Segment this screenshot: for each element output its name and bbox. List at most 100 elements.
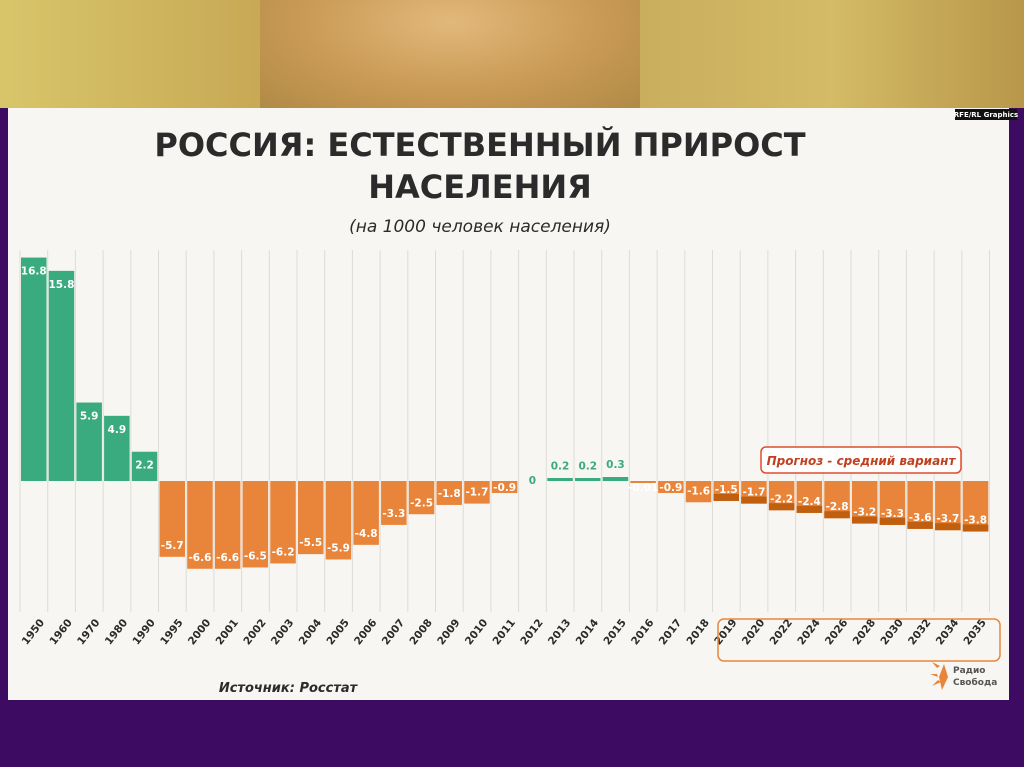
frame-bottom: [0, 700, 1024, 767]
x-tick-2014: 2014: [574, 617, 601, 647]
x-tick-2013: 2013: [546, 617, 573, 647]
bars: [21, 257, 989, 569]
forecast-shade-2022: [768, 503, 795, 511]
forecast-shade-2032: [907, 521, 933, 529]
value-label-2014: 0.2: [578, 460, 597, 472]
header-photo: [0, 0, 1024, 110]
bar-2017: [658, 481, 684, 493]
value-label-1970: 5.9: [80, 411, 99, 423]
x-tick-1990: 1990: [130, 617, 157, 647]
x-tick-2010: 2010: [463, 617, 490, 647]
value-label-2018: -1.6: [687, 485, 710, 497]
value-label-2003: -6.2: [272, 546, 295, 558]
bar-1980: [104, 415, 130, 481]
chart-title-line1: РОССИЯ: ЕСТЕСТВЕННЫЙ ПРИРОСТ: [154, 126, 805, 164]
bar-1960: [48, 270, 75, 481]
bar-2004: [298, 481, 324, 555]
frame-left: [0, 108, 8, 700]
value-labels: 16.815.8 5.9 4.9 2.2 -5.7 -6.6 -6.6 -6.5 -6.2 -5.…: [21, 266, 987, 564]
value-label-2002: -6.5: [244, 550, 267, 562]
bar-2018: [685, 481, 712, 503]
forecast-years-box: [717, 618, 1001, 662]
x-tick-1980: 1980: [103, 617, 130, 647]
x-tick-labels: 1950 1960 1970 1980 1990 1995 2000 2001 2002 2003…: [20, 617, 989, 647]
bar-2011: [491, 481, 518, 493]
photo-left-area: [0, 0, 260, 110]
value-label-2020: -1.7: [742, 487, 765, 499]
bar-2003: [270, 481, 296, 564]
value-label-2028: -3.2: [853, 507, 876, 519]
source-note: Источник: Росстат: [219, 681, 359, 696]
x-tick-2005: 2005: [324, 617, 351, 647]
x-tick-2032: 2032: [906, 617, 933, 647]
value-label-2019: -1.5: [715, 484, 738, 496]
x-tick-2016: 2016: [629, 617, 656, 647]
vertical-gridlines: [19, 250, 990, 612]
x-tick-2001: 2001: [214, 617, 241, 647]
value-label-2024: -2.4: [798, 496, 821, 508]
photo-face-area: [260, 0, 640, 110]
x-tick-2019: 2019: [712, 617, 739, 647]
bar-2001: [214, 481, 241, 569]
value-label-2004: -5.5: [299, 537, 322, 549]
value-label-2034: -3.7: [936, 513, 959, 525]
value-label-2008: -2.5: [410, 497, 433, 509]
x-tick-2018: 2018: [684, 617, 711, 647]
x-tick-1995: 1995: [158, 617, 185, 647]
value-label-2035: -3.8: [964, 515, 987, 527]
bar-2007: [381, 481, 407, 525]
x-tick-2003: 2003: [269, 617, 296, 647]
chart-panel: [8, 108, 1009, 700]
x-tick-1960: 1960: [47, 617, 74, 647]
credit-badge: [955, 109, 1017, 120]
frame-right: [1009, 108, 1024, 700]
x-tick-1970: 1970: [75, 617, 102, 647]
forecast-shade-2026: [824, 511, 850, 519]
bar-1970: [76, 402, 102, 481]
bar-1990: [131, 451, 158, 481]
x-tick-2035: 2035: [961, 617, 988, 647]
x-tick-2011: 2011: [491, 617, 518, 647]
logo-line2: Свобода: [953, 677, 997, 688]
radio-svoboda-logo: Радио Свобода: [930, 662, 997, 690]
value-label-1995: -5.7: [161, 540, 184, 552]
logo-line1: Радио: [953, 666, 985, 676]
x-tick-2017: 2017: [657, 617, 684, 647]
bar-2030: [879, 481, 906, 525]
bar-2006: [353, 481, 379, 545]
credit-text: RFE/RL Graphics: [954, 111, 1018, 119]
forecast-shade-2035: [962, 524, 989, 532]
bar-2034: [935, 481, 961, 531]
forecast-shade-2020: [741, 496, 767, 504]
bar-2010: [464, 481, 490, 504]
bar-1950: [21, 257, 47, 481]
value-label-2022: -2.2: [770, 493, 793, 505]
forecast-label-box: [760, 446, 962, 474]
value-label-1990: 2.2: [135, 460, 154, 472]
bar-2009: [436, 481, 462, 505]
value-label-2001: -6.6: [216, 552, 239, 564]
value-label-2012: 0: [529, 475, 536, 487]
value-label-2009: -1.8: [438, 488, 461, 500]
bar-2035: [962, 481, 989, 532]
forecast-shade-2030: [879, 517, 906, 525]
chart-title-line2: НАСЕЛЕНИЯ: [368, 168, 592, 206]
value-label-2007: -3.3: [382, 508, 405, 520]
value-label-1960: 15.8: [48, 279, 74, 291]
bar-2002: [242, 481, 269, 568]
value-label-2016: -0.01: [628, 482, 658, 494]
x-tick-2006: 2006: [352, 617, 379, 647]
x-tick-2034: 2034: [934, 617, 961, 647]
bar-2014: [575, 478, 601, 481]
x-tick-2008: 2008: [407, 617, 434, 647]
value-label-2013: 0.2: [551, 460, 570, 472]
flame-icon: [930, 662, 948, 690]
bar-2008: [408, 481, 435, 515]
forecast-shade-2019: [713, 493, 739, 501]
bar-2032: [907, 481, 933, 529]
value-label-2010: -1.7: [465, 487, 488, 499]
value-label-2017: -0.9: [659, 482, 682, 494]
x-tick-2022: 2022: [768, 617, 795, 647]
bar-2016: [630, 481, 656, 483]
